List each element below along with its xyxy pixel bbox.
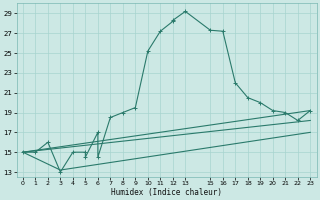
X-axis label: Humidex (Indice chaleur): Humidex (Indice chaleur) — [111, 188, 222, 197]
